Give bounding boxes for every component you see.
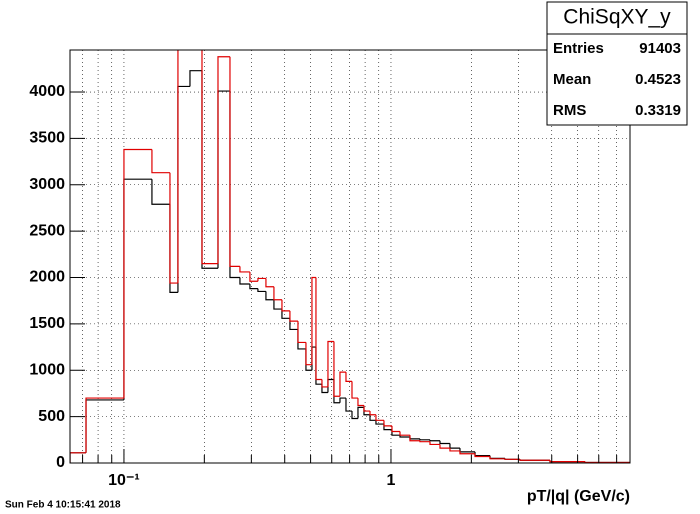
histogram-bin: [519, 459, 550, 461]
histogram-bin: [339, 371, 346, 397]
stats-box: ChiSqXY_y Entries 91403 Mean 0.4523 RMS …: [546, 1, 688, 126]
y-tick-label: 3000: [29, 176, 65, 193]
histogram-bin: [345, 372, 352, 382]
histogram-bin: [391, 425, 401, 433]
histogram-bin: [297, 321, 306, 344]
stats-value: 91403: [639, 40, 681, 57]
histogram-bin: [357, 398, 364, 407]
histogram-bin: [399, 431, 410, 436]
histogram-bin: [85, 397, 124, 453]
y-tick-label: 2000: [29, 269, 65, 286]
histogram-bin: [289, 318, 298, 331]
y-tick-label: 2500: [29, 222, 65, 239]
histogram-bin: [201, 50, 218, 265]
plot-area: [70, 50, 630, 463]
y-tick-label: 3500: [29, 130, 65, 147]
y-tick-label: 500: [38, 408, 65, 425]
histogram-bin: [333, 341, 340, 397]
histogram-bin: [315, 277, 322, 381]
histogram-bin: [489, 456, 505, 460]
timestamp: Sun Feb 4 10:15:41 2018: [5, 500, 121, 511]
x-axis-label: pT/|q| (GeV/c): [527, 488, 630, 505]
stats-value: 0.4523: [635, 71, 681, 88]
histogram-bin: [369, 414, 376, 421]
y-tick-label: 1500: [29, 315, 65, 332]
histogram-bin: [273, 299, 282, 310]
histogram-bin: [369, 411, 376, 416]
histogram-bin: [257, 288, 266, 293]
histogram-bin: [151, 179, 170, 205]
histogram-bin: [289, 310, 298, 322]
stats-value: 0.3319: [635, 102, 681, 119]
histogram-bin: [177, 50, 179, 284]
histogram-bin: [265, 291, 274, 301]
histogram-bin: [399, 435, 410, 438]
histogram-bin: [429, 439, 440, 442]
histogram-bin: [305, 342, 312, 366]
histogram-bin: [439, 444, 450, 449]
histogram-bin: [459, 450, 476, 455]
y-tick-label: 4000: [29, 83, 65, 100]
histogram-bin: [357, 406, 364, 419]
histogram-bin: [70, 452, 87, 463]
histogram-bin: [123, 148, 152, 399]
histogram-bin: [351, 411, 358, 420]
x-tick-label: 10⁻¹: [108, 472, 140, 489]
y-tick-label: 0: [56, 454, 65, 471]
histogram-bin: [409, 435, 420, 442]
histogram-bin: [419, 440, 430, 443]
histogram-bin: [151, 149, 170, 174]
histogram-bin: [265, 278, 274, 288]
histogram-bin: [239, 266, 250, 273]
histogram-bin: [474, 453, 491, 458]
stats-key: Mean: [553, 71, 591, 88]
histogram-bin: [419, 438, 430, 441]
stats-frame: [546, 1, 688, 126]
histogram-bin: [189, 70, 202, 87]
histogram-bin: [375, 414, 384, 421]
stats-key: RMS: [553, 102, 586, 119]
histogram-bin: [229, 56, 240, 267]
histogram-bin: [363, 405, 370, 412]
axes: 0 500 1000 1500 2000 2500 3000 3500 4000 10⁻¹ 1: [29, 83, 618, 489]
histogram-bin: [239, 277, 250, 285]
histogram-bin: [429, 441, 440, 446]
y-tick-label: 1000: [29, 361, 65, 378]
histogram-bin: [169, 172, 178, 284]
histogram-bin: [249, 283, 258, 290]
stats-key: Entries: [553, 40, 604, 57]
x-tick-label: 1: [387, 472, 396, 489]
histogram-bin: [449, 448, 460, 452]
histogram-bin: [327, 340, 334, 387]
histogram-bin: [281, 309, 290, 319]
histogram-bin: [549, 460, 586, 463]
histogram-bin: [311, 276, 316, 365]
histogram-bin: [321, 379, 328, 388]
histogram-bin: [217, 56, 230, 264]
histogram-bin: [351, 381, 358, 399]
histogram-bin: [383, 420, 392, 427]
histogram-bin: [273, 286, 282, 301]
stats-title: ChiSqXY_y: [563, 6, 671, 29]
histogram-bin: [249, 271, 258, 282]
histogram-bin: [345, 398, 352, 412]
histogram-bin: [339, 397, 346, 403]
histogram-bin: [257, 277, 266, 282]
histogram-bin: [439, 440, 450, 445]
histogram-bin: [375, 420, 384, 425]
histogram-bin: [281, 299, 290, 312]
